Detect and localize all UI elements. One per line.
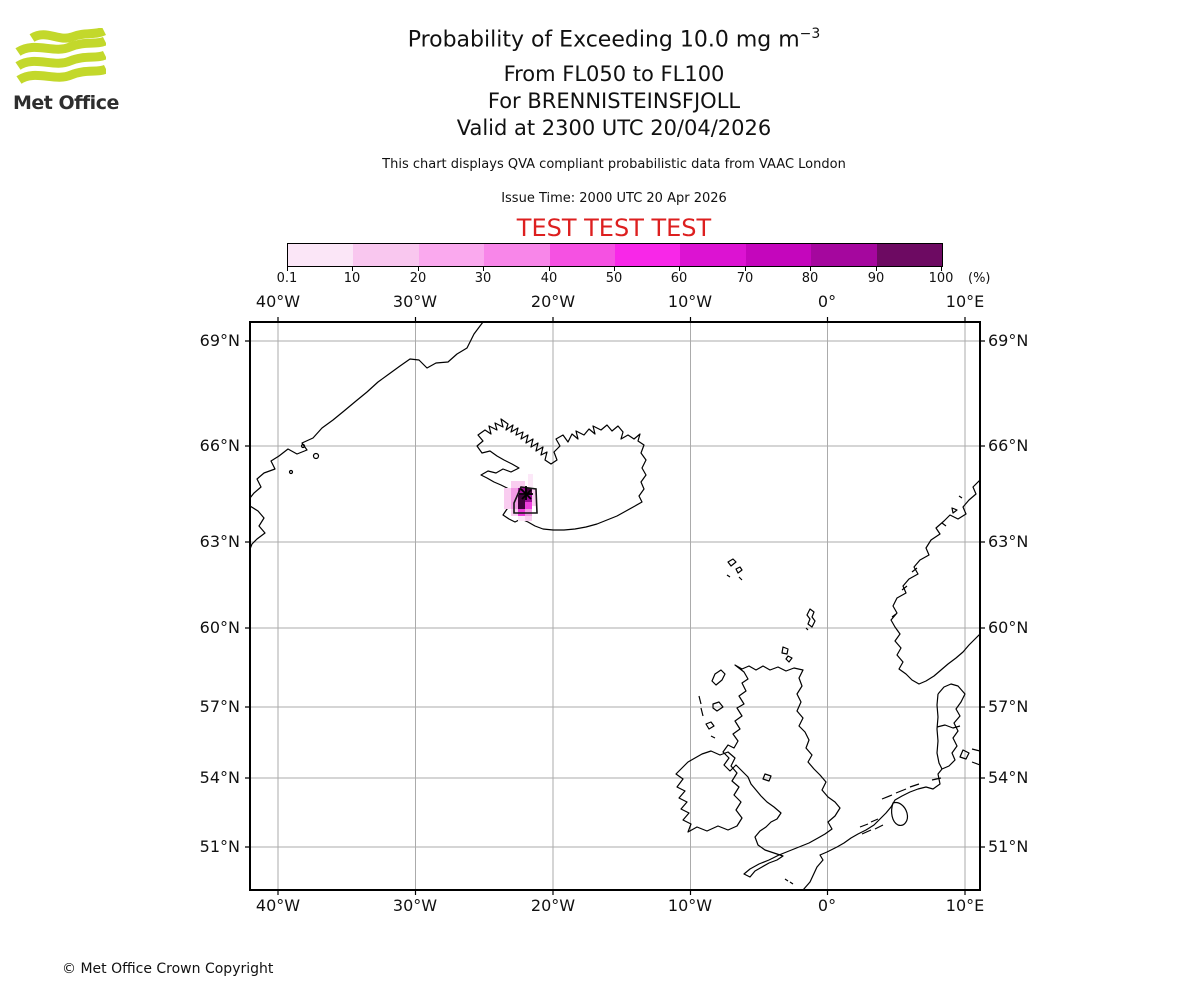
colorbar-tick-label: 100 bbox=[928, 271, 954, 286]
colorbar-tick-label: 40 bbox=[540, 271, 558, 286]
lon-label-bottom: 30°W bbox=[392, 896, 438, 915]
colorbar-tick-label: 90 bbox=[867, 271, 885, 286]
metoffice-logo-icon bbox=[15, 28, 106, 84]
colorbar-tick-label: 30 bbox=[474, 271, 492, 286]
colorbar-tick-label: 50 bbox=[605, 271, 623, 286]
lon-label-top: 30°W bbox=[392, 292, 438, 311]
lon-label-bottom: 10°W bbox=[667, 896, 713, 915]
lon-label-top: 10°W bbox=[667, 292, 713, 311]
colorbar-segment bbox=[876, 244, 943, 266]
lon-label-bottom: 0° bbox=[817, 896, 837, 915]
lat-label-left: 57°N bbox=[199, 697, 240, 716]
colorbar-segment bbox=[811, 244, 877, 266]
subtitle-valid-time: Valid at 2300 UTC 20/04/2026 bbox=[456, 116, 772, 140]
test-watermark: TEST TEST TEST bbox=[516, 214, 712, 242]
qva-info-text: This chart displays QVA compliant probab… bbox=[382, 157, 846, 172]
subtitle-flight-levels: From FL050 to FL100 bbox=[503, 62, 725, 86]
source-region-outline bbox=[513, 486, 538, 514]
lat-label-left: 69°N bbox=[199, 331, 240, 350]
lat-label-right: 54°N bbox=[988, 768, 1029, 787]
lat-label-left: 54°N bbox=[199, 768, 240, 787]
colorbar-tick-label: 0.1 bbox=[276, 271, 298, 286]
lat-label-left: 63°N bbox=[199, 532, 240, 551]
coastline-layer bbox=[250, 322, 980, 890]
issue-time-text: Issue Time: 2000 UTC 20 Apr 2026 bbox=[501, 191, 727, 206]
colorbar-segment bbox=[418, 244, 485, 266]
colorbar-segment bbox=[353, 244, 419, 266]
lon-label-bottom: 40°W bbox=[255, 896, 301, 915]
probability-colorbar bbox=[287, 243, 943, 267]
lat-label-right: 60°N bbox=[988, 618, 1029, 637]
map-frame bbox=[249, 321, 981, 891]
page-title: Probability of Exceeding 10.0 mg m−3 bbox=[14, 26, 1200, 52]
lon-label-top: 20°W bbox=[530, 292, 576, 311]
lat-label-left: 60°N bbox=[199, 618, 240, 637]
title-exponent: −3 bbox=[799, 26, 821, 42]
lat-label-right: 57°N bbox=[988, 697, 1029, 716]
colorbar-segment bbox=[484, 244, 550, 266]
lat-label-right: 69°N bbox=[988, 331, 1029, 350]
map-plot bbox=[245, 317, 985, 895]
lat-label-right: 63°N bbox=[988, 532, 1029, 551]
lat-label-right: 66°N bbox=[988, 436, 1029, 455]
colorbar-unit-label: (%) bbox=[968, 271, 991, 286]
lat-label-left: 51°N bbox=[199, 837, 240, 856]
colorbar-segment bbox=[549, 244, 616, 266]
lat-label-left: 66°N bbox=[199, 436, 240, 455]
colorbar-tick-label: 80 bbox=[801, 271, 819, 286]
lon-label-bottom: 10°E bbox=[945, 896, 985, 915]
lon-label-top: 40°W bbox=[255, 292, 301, 311]
colorbar-segment bbox=[745, 244, 812, 266]
axis-ticks bbox=[245, 317, 985, 895]
colorbar-tick-label: 60 bbox=[670, 271, 688, 286]
colorbar-segment bbox=[680, 244, 746, 266]
subtitle-volcano: For BRENNISTEINSFJOLL bbox=[487, 89, 741, 113]
lon-label-bottom: 20°W bbox=[530, 896, 576, 915]
lon-label-top: 0° bbox=[817, 292, 837, 311]
graticule bbox=[250, 322, 980, 890]
colorbar-tick-label: 20 bbox=[409, 271, 427, 286]
metoffice-wordmark: Met Office bbox=[13, 92, 119, 114]
lat-label-right: 51°N bbox=[988, 837, 1029, 856]
volcano-marker-icon bbox=[519, 486, 533, 500]
probability-plume bbox=[504, 474, 537, 521]
title-text: Probability of Exceeding 10.0 mg m bbox=[407, 27, 800, 53]
colorbar-segment bbox=[615, 244, 681, 266]
colorbar-tick-label: 10 bbox=[343, 271, 361, 286]
copyright-text: © Met Office Crown Copyright bbox=[62, 961, 274, 977]
colorbar-tick-label: 70 bbox=[736, 271, 754, 286]
lon-label-top: 10°E bbox=[945, 292, 985, 311]
colorbar-segment bbox=[288, 244, 354, 266]
